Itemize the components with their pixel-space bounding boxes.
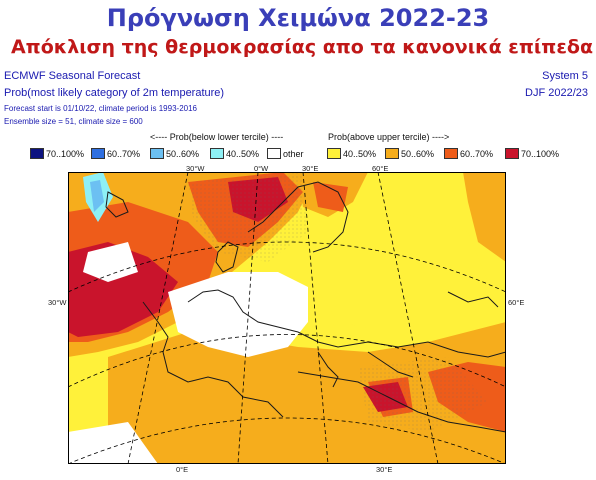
page-subtitle: Απόκλιση της θερμοκρασίας απο τα κανονικ… (10, 36, 594, 58)
legend-swatch (267, 148, 281, 159)
legend-label: 50..60% (166, 148, 200, 159)
legend-swatch (385, 148, 399, 159)
lon-label: 30°E (302, 164, 319, 173)
legend-label: other (283, 148, 304, 159)
significance-dots (188, 172, 308, 262)
region-yellow (313, 212, 488, 332)
legend-lower-caption: <---- Prob(below lower tercile) ---- (150, 132, 284, 142)
legend-swatch (91, 148, 105, 159)
legend-label: 40..50% (343, 148, 377, 159)
legend-label: 40..50% (226, 148, 260, 159)
lat-label: 60°E (508, 298, 525, 307)
region-orange (108, 322, 506, 464)
legend-swatch (150, 148, 164, 159)
legend-swatch (327, 148, 341, 159)
lon-label: 30°E (376, 465, 393, 474)
legend-item: other (267, 148, 304, 159)
lon-label: 0°E (176, 465, 189, 474)
region-orange (463, 172, 506, 262)
header-period: DJF 2022/23 (525, 87, 588, 99)
legend-label: 70..100% (521, 148, 560, 159)
legend-item: 40..50% (210, 148, 259, 159)
legend-swatch (505, 148, 519, 159)
legend-swatch (210, 148, 224, 159)
page-title: Πρόγνωση Χειμώνα 2022-23 (106, 4, 490, 32)
legend-item: 50..60% (385, 148, 434, 159)
legend-label: 50..60% (401, 148, 435, 159)
significance-dots (358, 357, 488, 432)
forecast-map (68, 172, 506, 464)
legend-item: 70..100% (30, 148, 84, 159)
lat-label: 30°W (48, 298, 67, 307)
header-forecast-name: ECMWF Seasonal Forecast (4, 70, 141, 82)
region-cyan (90, 180, 104, 212)
header-variable: Prob(most likely category of 2m temperat… (4, 87, 225, 99)
region-other (83, 242, 138, 282)
map-svg (68, 172, 506, 464)
coastlines (105, 181, 506, 433)
lon-label: 60°E (372, 164, 389, 173)
legend-label: 60..70% (460, 148, 494, 159)
legend-swatch (30, 148, 44, 159)
region-other (68, 422, 158, 464)
legend-item: 40..50% (327, 148, 376, 159)
legend-item: 70..100% (505, 148, 559, 159)
legend-label: 60..70% (107, 148, 141, 159)
region-other (168, 272, 308, 357)
legend-label: 70..100% (46, 148, 85, 159)
legend-item: 60..70% (91, 148, 140, 159)
graticule (68, 172, 506, 464)
lon-label: 0°W (254, 164, 269, 173)
legend-item: 60..70% (444, 148, 493, 159)
legend-item: 50..60% (150, 148, 199, 159)
header-system: System 5 (542, 70, 588, 82)
header-ensemble-size: Ensemble size = 51, climate size = 600 (4, 117, 143, 126)
legend: 70..100% 60..70% 50..60% 40..50% other 4… (0, 148, 596, 164)
lon-label: 30°W (186, 164, 205, 173)
header-forecast-start: Forecast start is 01/10/22, climate peri… (4, 104, 197, 113)
region-red (313, 182, 348, 212)
legend-upper-caption: Prob(above upper tercile) ----> (328, 132, 450, 142)
legend-swatch (444, 148, 458, 159)
